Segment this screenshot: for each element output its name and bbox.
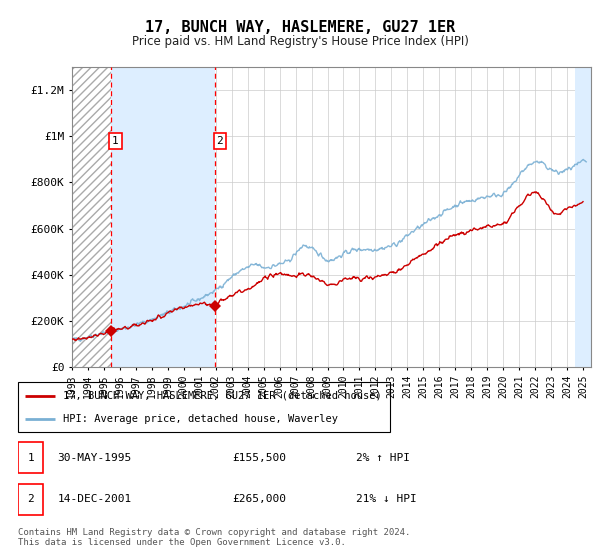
Text: 2: 2 (28, 494, 34, 505)
Text: Price paid vs. HM Land Registry's House Price Index (HPI): Price paid vs. HM Land Registry's House … (131, 35, 469, 48)
Bar (72, 67, 110, 367)
Text: 1: 1 (112, 136, 119, 146)
Bar (110, 67, 215, 367)
Bar (18, 442, 43, 473)
Text: 1: 1 (28, 452, 34, 463)
Text: £155,500: £155,500 (232, 452, 286, 463)
Text: HPI: Average price, detached house, Waverley: HPI: Average price, detached house, Wave… (62, 414, 338, 424)
Text: 17, BUNCH WAY, HASLEMERE, GU27 1ER (detached house): 17, BUNCH WAY, HASLEMERE, GU27 1ER (deta… (62, 390, 382, 400)
Text: 21% ↓ HPI: 21% ↓ HPI (356, 494, 417, 505)
Text: 2: 2 (217, 136, 223, 146)
Text: 2% ↑ HPI: 2% ↑ HPI (356, 452, 410, 463)
Bar (18, 484, 43, 515)
Text: 17, BUNCH WAY, HASLEMERE, GU27 1ER: 17, BUNCH WAY, HASLEMERE, GU27 1ER (145, 20, 455, 35)
Text: £265,000: £265,000 (232, 494, 286, 505)
Text: 30-MAY-1995: 30-MAY-1995 (58, 452, 132, 463)
Text: Contains HM Land Registry data © Crown copyright and database right 2024.
This d: Contains HM Land Registry data © Crown c… (18, 528, 410, 547)
Text: 14-DEC-2001: 14-DEC-2001 (58, 494, 132, 505)
Bar (575, 67, 591, 367)
